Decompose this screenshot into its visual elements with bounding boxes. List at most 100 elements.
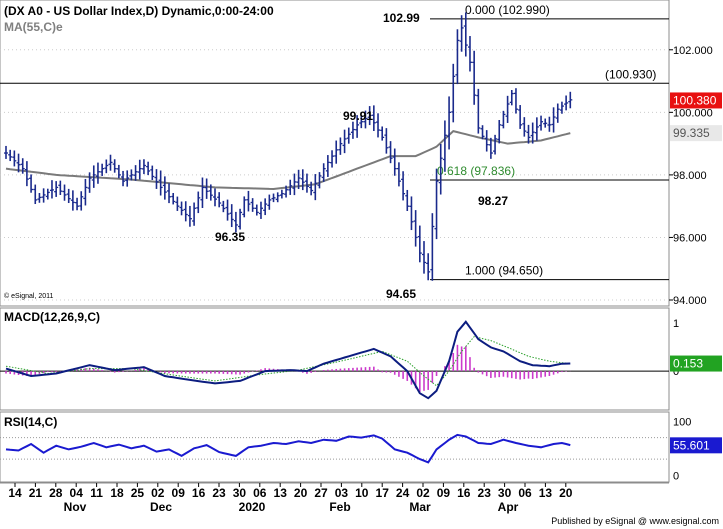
x-tick-label: 23 xyxy=(212,486,226,500)
price-bar xyxy=(45,188,50,200)
rsi-line xyxy=(5,433,571,464)
price-bar xyxy=(396,162,401,187)
price-bar xyxy=(530,122,535,144)
price-bar xyxy=(309,181,314,196)
x-month-label: Nov xyxy=(64,500,87,514)
price-bar xyxy=(196,191,201,214)
price-bar xyxy=(4,145,8,159)
price-bar xyxy=(480,125,485,140)
rsi-tick-label: 0 xyxy=(673,470,679,482)
price-bar xyxy=(497,120,502,144)
last-price-value: 100.380 xyxy=(673,93,717,107)
x-tick-label: 20 xyxy=(559,486,573,500)
macd-tick-label: 1 xyxy=(673,318,679,330)
fib-level-label: 1.000 (94.650) xyxy=(465,264,543,278)
price-bar xyxy=(229,204,234,228)
price-bar xyxy=(108,154,113,171)
price-bar xyxy=(267,194,272,210)
price-bar xyxy=(559,101,564,114)
x-tick-label: 14 xyxy=(8,486,22,500)
x-axis: 14 21 28 04 11 18 25 02 09 16 23 30 06 13 20 27 03 10 17 24… xyxy=(0,482,669,514)
x-tick-label: 30 xyxy=(233,486,247,500)
price-tick-label: 96.000 xyxy=(673,232,707,244)
price-bar xyxy=(141,159,146,175)
x-month-label: 2020 xyxy=(239,500,266,514)
price-bar xyxy=(568,91,573,109)
price-bar xyxy=(476,88,481,134)
price-bar xyxy=(137,159,142,180)
price-bar xyxy=(371,105,376,131)
price-bar xyxy=(242,196,247,218)
price-bar xyxy=(66,188,71,204)
x-tick-label: 16 xyxy=(457,486,471,500)
price-bar xyxy=(95,162,100,184)
price-bar xyxy=(200,177,205,208)
price-bar xyxy=(12,150,17,167)
price-y-axis: 94.000 96.000 98.000 100.000 102.000 100.380 9… xyxy=(669,45,722,307)
price-bar xyxy=(304,173,309,193)
price-bar xyxy=(225,199,230,221)
rsi-title: RSI(14,C) xyxy=(4,415,57,429)
price-bar xyxy=(438,143,443,195)
x-tick-label: 24 xyxy=(396,486,410,500)
price-bars xyxy=(4,12,573,281)
price-bar xyxy=(484,130,489,152)
x-tick-label: 03 xyxy=(335,486,349,500)
price-bar xyxy=(292,173,297,196)
footer-credit: Published by eSignal @ www.esignal.com xyxy=(551,516,719,526)
price-bar xyxy=(70,190,75,211)
price-bar xyxy=(472,50,477,105)
price-bar xyxy=(313,174,318,201)
price-bar xyxy=(401,171,406,201)
x-tick-label: 10 xyxy=(355,486,369,500)
price-bar xyxy=(451,63,456,123)
price-bar xyxy=(380,126,385,141)
macd-tick-label: 0 xyxy=(673,366,679,378)
price-bar xyxy=(346,127,351,144)
price-bar xyxy=(543,118,548,128)
price-bar xyxy=(417,225,422,263)
x-tick-label: 06 xyxy=(253,486,267,500)
price-bar xyxy=(534,117,539,141)
x-month-label: Mar xyxy=(409,500,431,514)
ma-series xyxy=(5,130,571,191)
last-price-badge xyxy=(670,92,722,109)
price-bar xyxy=(501,110,506,129)
x-tick-label: 06 xyxy=(518,486,532,500)
x-tick-label: 16 xyxy=(192,486,206,500)
price-bar xyxy=(121,170,126,187)
price-bar xyxy=(279,189,284,199)
price-bar xyxy=(217,192,222,208)
price-bar xyxy=(49,180,54,199)
x-tick-label: 20 xyxy=(294,486,308,500)
price-bar xyxy=(409,196,414,231)
price-bar xyxy=(187,205,192,227)
x-tick-label: 11 xyxy=(90,486,103,500)
price-bar xyxy=(146,161,151,176)
price-bar xyxy=(238,208,243,230)
macd-value: 0.153 xyxy=(673,357,703,371)
rsi-line xyxy=(5,433,571,464)
x-tick-label: 04 xyxy=(70,486,84,500)
price-bar xyxy=(430,213,435,281)
price-bar xyxy=(455,29,460,85)
price-bar xyxy=(20,158,25,174)
price-bar xyxy=(405,189,410,212)
price-bar xyxy=(321,163,326,182)
price-bar xyxy=(275,192,280,203)
price-bar xyxy=(154,169,159,189)
price-bar xyxy=(518,105,523,129)
price-panel xyxy=(0,0,670,307)
price-bar xyxy=(330,150,335,168)
price-bar xyxy=(250,198,255,212)
x-tick-label: 09 xyxy=(172,486,186,500)
price-bar xyxy=(539,115,544,131)
price-bar xyxy=(459,15,464,52)
price-tick-label: 102.000 xyxy=(673,45,713,57)
price-bar xyxy=(37,192,42,203)
price-bar xyxy=(133,165,138,181)
price-bar xyxy=(221,200,226,213)
price-bar xyxy=(167,183,172,204)
x-tick-label: 21 xyxy=(29,486,43,500)
x-month-label: Dec xyxy=(150,500,172,514)
